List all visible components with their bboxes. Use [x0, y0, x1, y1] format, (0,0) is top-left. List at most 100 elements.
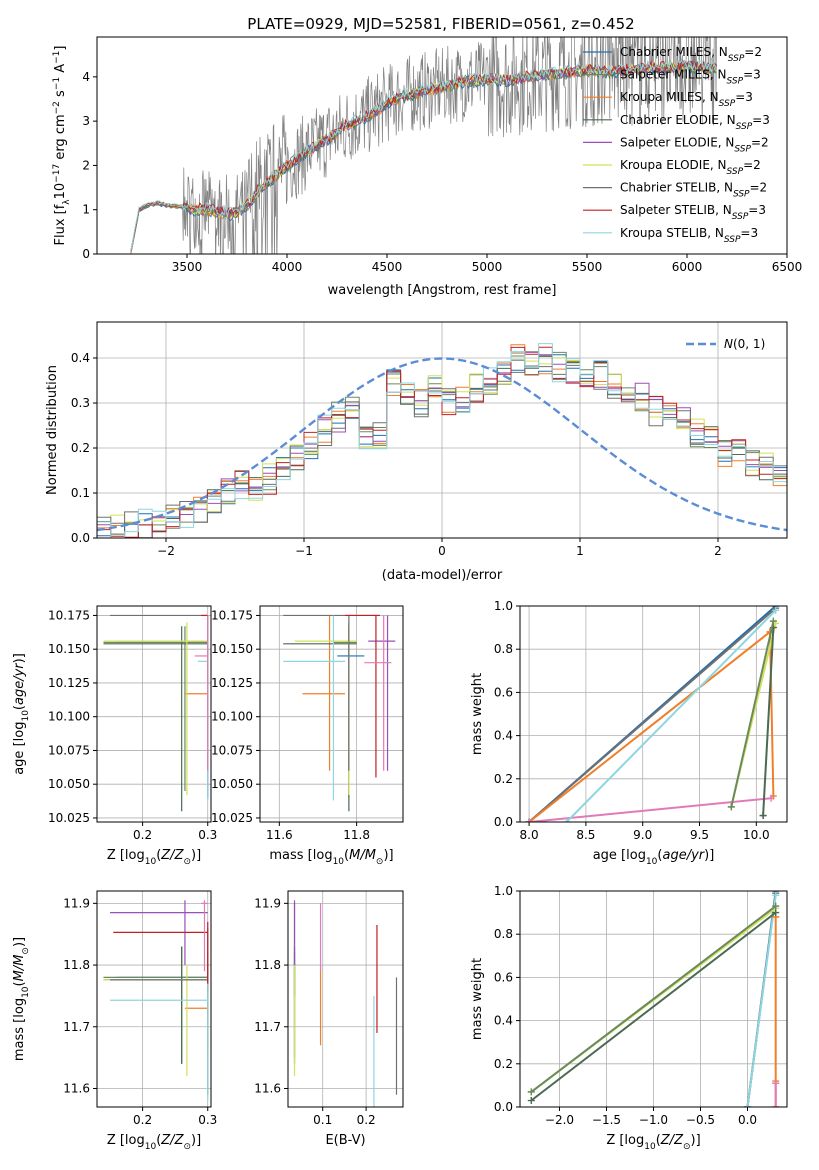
axes-frame — [96, 36, 788, 255]
y-tick-label: 0.2 — [494, 772, 513, 786]
spectrum-model-line — [130, 58, 718, 250]
y-tick-label: 10.150 — [211, 642, 253, 656]
label-part: ⊙ — [21, 947, 31, 955]
label-part: SSP — [728, 54, 745, 64]
weight-marker — [744, 1103, 752, 1107]
axes-frame — [96, 605, 212, 823]
x-tick-label: 0 — [438, 544, 446, 558]
axes-frame — [519, 605, 788, 823]
label-part: SSP — [734, 144, 751, 154]
label-part: Kroupa MILES, N — [620, 90, 719, 104]
axes-frame — [96, 321, 788, 539]
label-part: Z/Z — [160, 1133, 184, 1148]
age-vs-Z-panel: 0.2 0.3 10.025 10.050 10.075 10.100 10.125 10.1… — [12, 605, 217, 867]
weight-marker — [772, 902, 780, 910]
y-tick-label: 2 — [82, 158, 90, 172]
y-tick-label: 11.6 — [254, 1081, 281, 1095]
label-part: ⊙ — [183, 1142, 191, 1152]
label-part: Z/Z — [660, 1133, 684, 1148]
label-part: 10 — [53, 183, 68, 200]
weight-marker — [563, 818, 571, 822]
weight-marker — [527, 1097, 535, 1105]
label-part: mass [log — [269, 848, 332, 863]
legend-entry: Kroupa STELIB, NSSP=3 — [620, 226, 758, 245]
weight-marker — [772, 1079, 780, 1087]
weight-line — [530, 911, 777, 1102]
weight-line — [730, 620, 775, 808]
label-part: erg cm — [53, 114, 68, 163]
x-tick-label: 9.5 — [690, 828, 709, 842]
x-tick-label: 4000 — [272, 260, 303, 274]
label-part: ⊙ — [683, 1142, 691, 1152]
residual-xlabel: (data-model)/error — [382, 568, 503, 583]
weight-vs-age-panel-xlabel: age [log10(age/yr)] — [593, 848, 715, 867]
label-part: Flux [f — [53, 204, 68, 245]
label-part: Salpeter ELODIE, N — [620, 135, 734, 149]
label-part: ] — [53, 46, 68, 51]
x-tick-label: 0.2 — [357, 1113, 376, 1127]
label-part: mass [log — [12, 998, 27, 1061]
label-part: )] — [12, 937, 27, 947]
label-part: Z [log — [107, 848, 145, 863]
label-part: 10 — [646, 857, 658, 867]
x-tick-label: 5000 — [472, 260, 503, 274]
weight-lines — [527, 891, 780, 1107]
legend-entry: Salpeter STELIB, NSSP=3 — [620, 203, 766, 222]
x-tick-label: 5500 — [572, 260, 603, 274]
label-part: M/M — [349, 848, 376, 863]
weight-line — [528, 607, 777, 822]
label-part: ( — [12, 705, 27, 710]
weight-marker — [769, 617, 777, 625]
error-bars — [103, 614, 209, 812]
label-part: )] — [191, 848, 201, 863]
weight-marker — [772, 606, 780, 614]
weight-marker — [525, 818, 533, 822]
label-part: Kroupa STELIB, N — [620, 226, 724, 240]
label-part: )] — [704, 848, 714, 863]
label-part: =2 — [751, 135, 769, 149]
y-tick-label: 1.0 — [494, 884, 513, 898]
charts-layer: 3500 4000 4500 5000 5500 6000 6500 0 1 2 3 4 wavelen… — [12, 36, 803, 1152]
label-part: ⊙ — [376, 857, 384, 867]
y-tick-label: 0.0 — [494, 1100, 513, 1114]
label-part: s — [53, 90, 68, 101]
spectrum-model-line — [130, 61, 718, 253]
label-part: 10 — [21, 986, 31, 998]
y-tick-label: 0.8 — [494, 927, 513, 941]
y-tick-label: 0.2 — [494, 1057, 513, 1071]
label-part: =3 — [748, 203, 766, 217]
weight-line — [529, 797, 772, 822]
y-tick-label: 0.1 — [71, 486, 90, 500]
y-tick-label: 10.075 — [48, 743, 90, 757]
histogram-step — [97, 351, 787, 538]
x-tick-label: 4500 — [372, 260, 403, 274]
x-tick-label: 6000 — [672, 260, 703, 274]
weight-marker — [772, 909, 780, 917]
error-bars — [283, 614, 396, 812]
age-vs-mass-panel: 11.6 11.8 10.025 10.050 10.075 10.100 10.125 10… — [211, 605, 404, 867]
y-tick-label: 11.9 — [254, 896, 281, 910]
label-part: =2 — [743, 158, 761, 172]
y-tick-label: 1 — [82, 203, 90, 217]
label-part: =3 — [743, 68, 761, 82]
label-part: Z/Z — [160, 848, 184, 863]
x-tick-label: 10.0 — [743, 828, 770, 842]
x-tick-label: −0.5 — [686, 1113, 715, 1127]
label-part: 10 — [145, 857, 157, 867]
y-tick-label: 1.0 — [494, 599, 513, 613]
y-tick-label: 10.175 — [211, 608, 253, 622]
label-part: SSP — [732, 212, 749, 222]
mass-vs-Z-panel: 0.2 0.311.611.711.811.9Z [log10(Z/Z⊙)]mas… — [12, 890, 217, 1152]
figure-title: PLATE=0929, MJD=52581, FIBERID=0561, z=0… — [247, 15, 634, 33]
x-tick-label: 6500 — [772, 260, 803, 274]
label-part: SSP — [727, 77, 744, 87]
x-tick-label: 0.2 — [133, 828, 152, 842]
y-tick-label: 0.8 — [494, 642, 513, 656]
legend-entry: Salpeter MILES, NSSP=3 — [620, 68, 761, 87]
y-tick-label: 0.4 — [71, 351, 90, 365]
x-tick-label: 3500 — [172, 260, 203, 274]
spectrum-xlabel: wavelength [Angstrom, rest frame] — [328, 283, 557, 298]
x-tick-label: 0.3 — [198, 828, 217, 842]
legend-entry: Chabrier ELODIE, NSSP=3 — [620, 113, 770, 132]
